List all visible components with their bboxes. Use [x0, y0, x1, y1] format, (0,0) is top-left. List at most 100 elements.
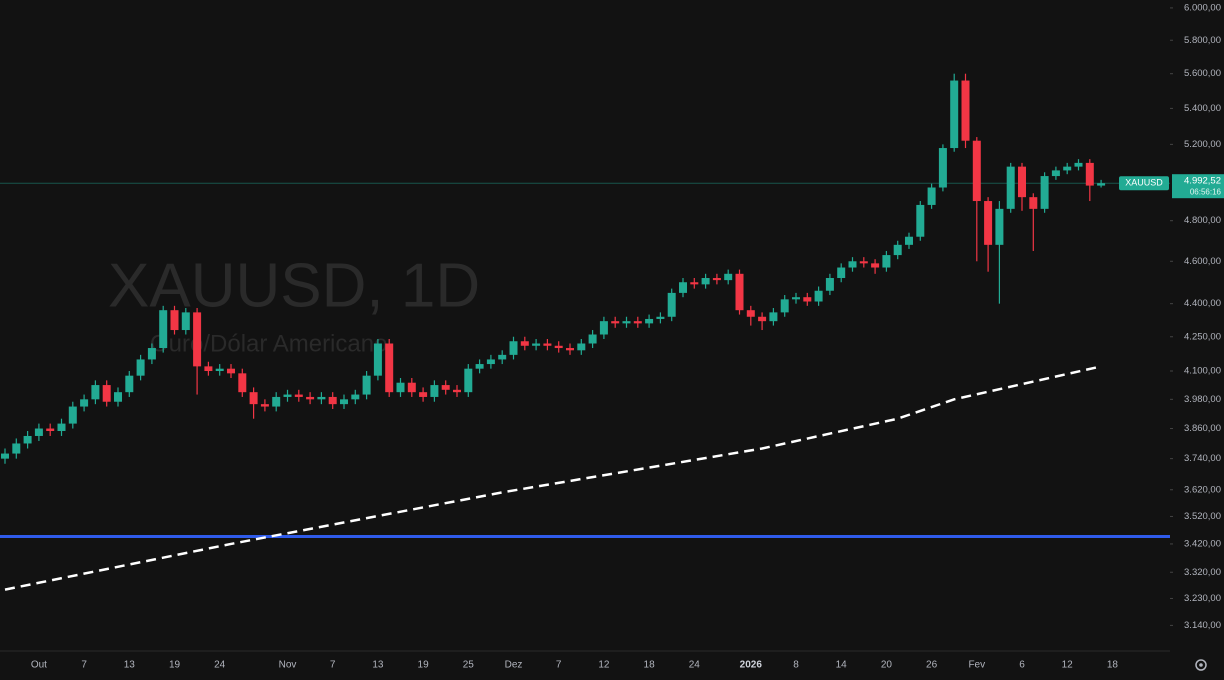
candle-body	[340, 399, 348, 405]
candle-body	[645, 318, 654, 324]
candle	[486, 354, 495, 369]
candle	[12, 438, 21, 459]
y-tick-label: 5.200,00	[1184, 139, 1221, 150]
candle	[373, 338, 382, 381]
candle	[362, 371, 371, 400]
candle-body	[859, 261, 868, 264]
candle-body	[927, 187, 936, 205]
candle	[1029, 193, 1038, 251]
candle	[848, 257, 857, 272]
candle	[181, 308, 190, 335]
candle-body	[667, 292, 676, 317]
candle-body	[554, 345, 563, 349]
candle-body	[430, 385, 439, 397]
candle-body	[769, 312, 778, 322]
candle	[566, 343, 574, 355]
candle-body	[825, 278, 834, 291]
candle	[871, 259, 880, 274]
candle-body	[46, 428, 55, 432]
candle-body	[656, 316, 665, 319]
candle-body	[249, 392, 258, 405]
candle	[407, 378, 416, 397]
candle-body	[238, 373, 247, 393]
candle	[690, 278, 699, 289]
candle-body	[215, 368, 224, 372]
candle	[950, 73, 959, 152]
candle	[735, 269, 744, 315]
candle-body	[1018, 166, 1026, 198]
candle	[328, 392, 337, 409]
candle	[814, 286, 823, 306]
candle-body	[679, 282, 687, 293]
candle	[91, 380, 100, 405]
candle-body	[633, 321, 642, 324]
candle	[441, 380, 450, 395]
candle	[656, 312, 665, 324]
candle	[780, 295, 789, 317]
symbol-tag	[1119, 176, 1169, 191]
x-tick-label: 13	[372, 660, 384, 671]
candle-body	[362, 375, 371, 395]
candle-body	[746, 310, 755, 317]
candle-body	[543, 343, 552, 346]
candle-body	[385, 343, 394, 393]
candle	[893, 240, 902, 260]
candle-body	[780, 299, 789, 313]
candle	[430, 380, 439, 402]
candle-body	[1097, 183, 1106, 186]
x-tick-label: 19	[418, 660, 430, 671]
candle-body	[882, 255, 891, 268]
candle-body	[181, 312, 190, 331]
candle-body	[441, 385, 450, 390]
candle	[46, 423, 55, 436]
candle	[995, 201, 1004, 304]
candle	[1074, 159, 1083, 171]
candle-body	[871, 263, 880, 268]
x-tick-label: 20	[881, 660, 893, 671]
candle	[351, 389, 360, 405]
candle-body	[1040, 176, 1049, 209]
candle-body	[995, 208, 1004, 245]
candle-body	[486, 359, 495, 365]
candle	[80, 394, 89, 412]
candle-body	[136, 359, 145, 376]
candle-body	[498, 354, 507, 360]
candle	[317, 392, 326, 405]
candle-body	[317, 396, 326, 400]
candle-body	[407, 382, 416, 393]
candle-body	[102, 385, 111, 402]
x-tick-label: 24	[689, 660, 701, 671]
x-tick-label: 24	[214, 660, 226, 671]
candle	[769, 308, 778, 326]
candle-body	[735, 273, 744, 311]
candle	[882, 250, 891, 272]
candle	[34, 423, 43, 441]
candle	[543, 338, 552, 351]
candle-body	[419, 392, 428, 397]
candle-body	[1, 453, 9, 459]
candle	[1018, 162, 1026, 211]
candle	[453, 385, 461, 397]
settings-icon-center[interactable]	[1199, 663, 1203, 667]
y-tick-label: 4.250,00	[1184, 331, 1221, 342]
candle	[599, 316, 608, 339]
candle	[464, 364, 473, 397]
x-tick-label: 6	[1019, 660, 1025, 671]
candle-body	[1006, 166, 1015, 209]
candle	[498, 350, 507, 365]
candle-body	[701, 278, 710, 285]
settings-icon-ring[interactable]	[1195, 659, 1207, 671]
candle-body	[396, 382, 405, 393]
settings-icon[interactable]	[1195, 659, 1207, 671]
y-tick-label: 3.140,00	[1184, 620, 1221, 631]
x-tick-label: Dez	[505, 660, 523, 671]
candle	[1051, 166, 1060, 180]
candle	[712, 273, 721, 285]
x-tick-label: 7	[330, 660, 336, 671]
candle-body	[23, 435, 32, 444]
candle	[306, 392, 315, 405]
x-tick-label: 14	[836, 660, 848, 671]
x-tick-label: 2026	[740, 660, 763, 671]
candle-body	[577, 343, 586, 351]
candle	[102, 380, 111, 407]
